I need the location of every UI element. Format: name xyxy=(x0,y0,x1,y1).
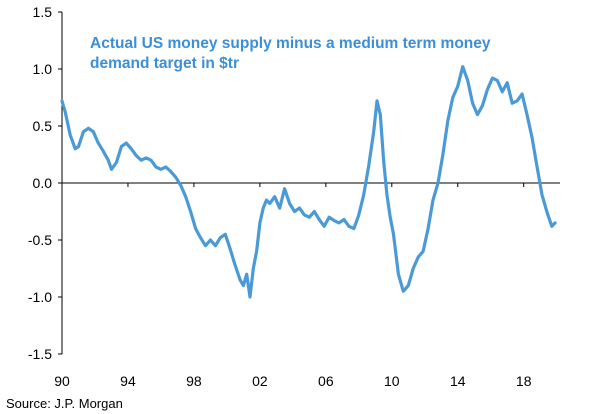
x-axis: 90 94 98 02 06 10 14 18 xyxy=(54,182,560,389)
chart-title-line-2: demand target in $tr xyxy=(90,55,239,72)
y-tick-label: -0.5 xyxy=(28,232,52,248)
source-note: Source: J.P. Morgan xyxy=(6,396,123,411)
y-tick-label: 0.0 xyxy=(33,175,53,191)
x-tick-label: 18 xyxy=(516,373,532,389)
x-tick-label: 10 xyxy=(384,373,400,389)
chart-title: Actual US money supply minus a medium te… xyxy=(90,35,491,72)
y-tick-label: 0.5 xyxy=(33,118,53,134)
y-tick-label: -1.0 xyxy=(28,289,52,305)
x-tick-label: 90 xyxy=(54,373,70,389)
y-axis: 1.5 1.0 0.5 0.0 -0.5 -1.0 -1.5 xyxy=(28,4,63,362)
y-tick-label: -1.5 xyxy=(28,346,52,362)
x-tick-label: 98 xyxy=(186,373,202,389)
x-tick-label: 02 xyxy=(252,373,268,389)
chart-title-line-1: Actual US money supply minus a medium te… xyxy=(90,35,491,52)
x-tick-label: 06 xyxy=(318,373,334,389)
series-layer xyxy=(60,65,557,299)
x-tick-label: 14 xyxy=(450,373,466,389)
y-tick-label: 1.5 xyxy=(33,4,53,20)
x-tick-label: 94 xyxy=(120,373,136,389)
y-tick-label: 1.0 xyxy=(33,61,53,77)
series-line xyxy=(60,65,557,299)
